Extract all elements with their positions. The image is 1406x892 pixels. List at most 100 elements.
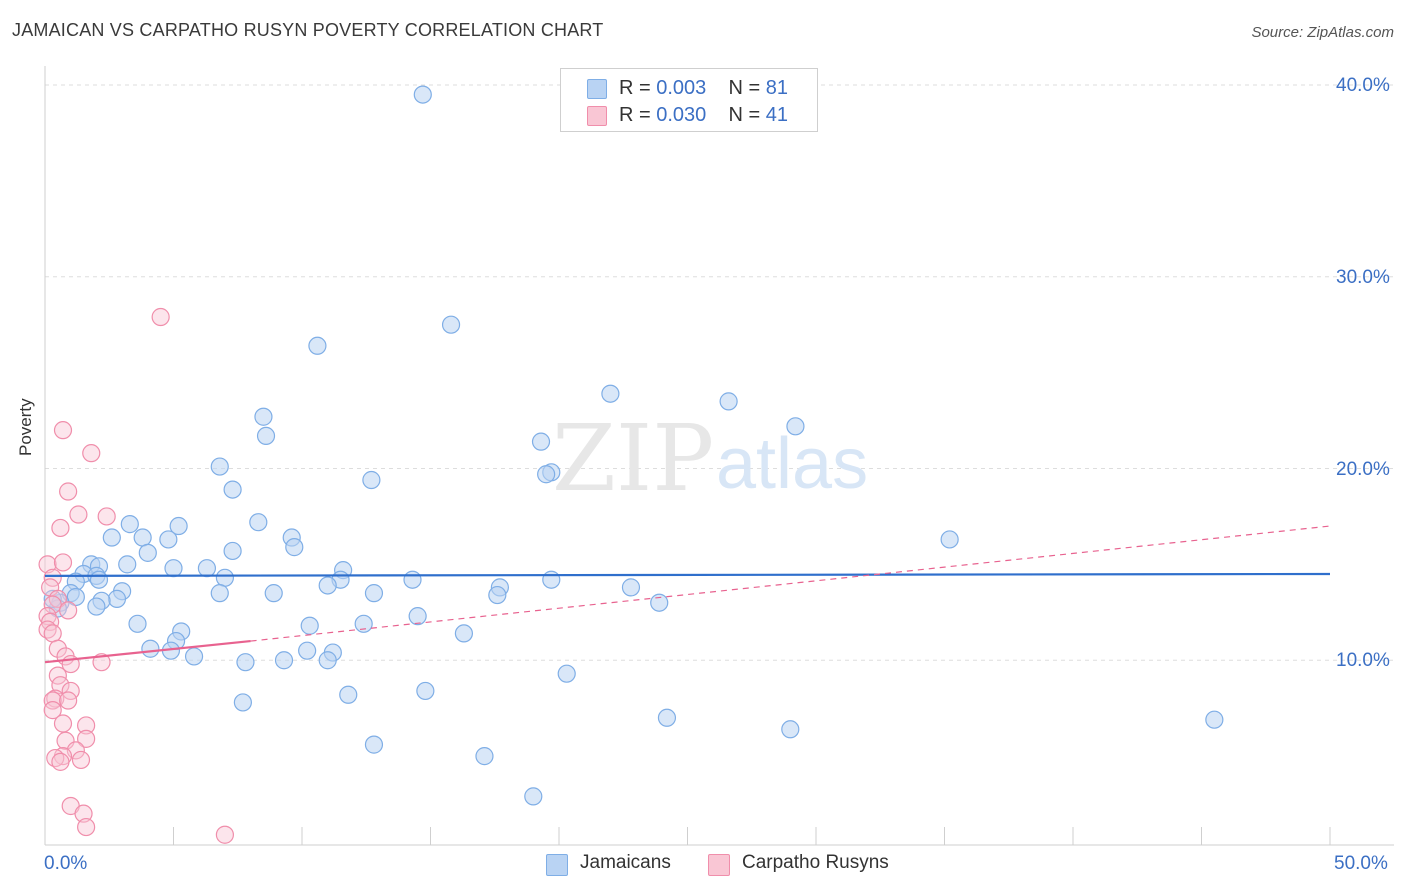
carpatho-rusyn-point	[97, 507, 116, 526]
jamaican-point	[138, 543, 157, 562]
legend-r-value: 0.030	[656, 104, 707, 126]
carpatho-rusyn-point	[53, 421, 73, 440]
carpatho-rusyn-point	[59, 691, 78, 710]
carpatho-rusyn-point	[43, 701, 62, 720]
jamaican-point	[107, 589, 127, 608]
carpatho-rusyn-point	[48, 639, 67, 658]
jamaican-point	[215, 568, 234, 587]
jamaican-point	[339, 685, 358, 704]
jamaicans-swatch	[587, 79, 607, 99]
trend-lines	[44, 525, 1331, 664]
jamaican-point	[236, 653, 255, 672]
jamaican-point	[621, 578, 641, 597]
watermark: ZIP atlas	[552, 405, 868, 512]
carpatho-rusyn-point	[69, 505, 88, 524]
jamaicans-points	[43, 85, 1224, 806]
y-tick-label: 10.0%	[1336, 650, 1390, 672]
jamaican-point	[557, 664, 576, 683]
axes	[44, 66, 1394, 846]
jamaican-point	[254, 407, 273, 426]
jamaican-point	[274, 651, 294, 670]
legend-r-value: 0.003	[656, 77, 707, 99]
jamaican-point	[233, 693, 252, 712]
jamaican-point	[537, 465, 556, 484]
jamaican-point	[120, 515, 139, 534]
jamaican-point	[308, 336, 327, 355]
jamaican-point	[524, 787, 543, 806]
carpatho-rusyn-point	[151, 307, 170, 327]
jamaican-point	[488, 585, 507, 605]
legend-n-value: 41	[765, 104, 789, 126]
jamaican-point	[159, 530, 178, 549]
jamaican-point	[408, 607, 427, 626]
jamaican-point	[43, 589, 62, 608]
x-tick-label-max: 50.0%	[1334, 853, 1388, 874]
jamaican-point	[403, 570, 422, 589]
watermark-atlas: atlas	[716, 424, 868, 504]
jamaican-point	[364, 735, 384, 754]
carpatho-rusyn-point	[77, 817, 96, 837]
jamaican-point	[318, 576, 337, 595]
legend-label-carpatho-rusyns: Carpatho Rusyns	[742, 852, 889, 873]
carpatho-rusyns-swatch	[708, 854, 730, 876]
carpatho-rusyn-point	[59, 482, 78, 501]
jamaican-point	[118, 555, 137, 574]
carpatho-rusyn-point	[53, 553, 73, 572]
carpatho-rusyn-point	[51, 676, 70, 695]
carpatho-rusyns-points	[38, 307, 234, 844]
carpatho-rusyn-point	[43, 624, 62, 643]
jamaican-point	[657, 708, 677, 727]
jamaican-point	[128, 614, 147, 633]
jamaican-point	[416, 681, 435, 701]
jamaican-point	[1205, 710, 1224, 729]
correlation-legend: R = 0.003 N = 81 R = 0.030 N = 41	[560, 68, 818, 132]
jamaican-point	[441, 315, 461, 334]
legend-n-label: N =	[728, 77, 766, 99]
jamaican-point	[89, 570, 109, 589]
jamaican-point	[719, 392, 738, 411]
jamaican-point	[542, 570, 561, 589]
jamaican-point	[786, 417, 805, 436]
jamaican-point	[298, 641, 317, 660]
carpatho-rusyn-point	[74, 804, 93, 823]
jamaican-point	[256, 426, 276, 446]
legend-r-label: R =	[619, 104, 657, 126]
jamaican-point	[781, 720, 800, 739]
carpatho-rusyns-swatch	[587, 106, 607, 126]
carpatho-rusyn-point	[51, 518, 70, 538]
jamaican-point	[601, 384, 620, 403]
carpatho-rusyn-point	[77, 716, 96, 735]
source-credit: Source: ZipAtlas.com	[1251, 24, 1394, 41]
carpatho-rusyn-point	[38, 555, 57, 574]
jamaican-point	[141, 639, 160, 658]
jamaican-point	[940, 530, 959, 549]
jamaican-point	[454, 624, 474, 643]
chart-title: JAMAICAN VS CARPATHO RUSYN POVERTY CORRE…	[12, 20, 604, 40]
y-axis-label: Poverty	[16, 398, 35, 456]
y-tick-label: 40.0%	[1336, 75, 1390, 96]
jamaican-point	[197, 559, 217, 578]
jamaican-point	[650, 593, 669, 612]
y-tick-label: 30.0%	[1336, 266, 1390, 288]
jamaican-point	[223, 480, 242, 499]
jamaican-point	[210, 457, 229, 476]
jamaican-point	[102, 528, 121, 547]
jamaican-point	[413, 85, 432, 104]
legend-label-jamaicans: Jamaicans	[580, 852, 671, 873]
jamaican-point	[87, 597, 106, 616]
y-tick-label: 20.0%	[1336, 458, 1390, 480]
watermark-zip: ZIP	[552, 405, 714, 512]
legend-n-value: 81	[765, 77, 789, 99]
carpatho-rusyns-trend-extension	[250, 525, 1331, 642]
carpatho-rusyn-point	[43, 691, 62, 710]
carpatho-rusyn-point	[71, 750, 91, 770]
jamaicans-swatch	[546, 854, 568, 876]
carpatho-rusyns-trend-line	[44, 639, 251, 664]
carpatho-rusyn-point	[48, 589, 67, 608]
legend-n-label: N =	[728, 104, 766, 126]
carpatho-rusyn-point	[51, 752, 70, 771]
jamaicans-trend-line	[44, 572, 1331, 577]
carpatho-rusyn-point	[77, 729, 96, 748]
jamaican-point	[164, 559, 183, 578]
